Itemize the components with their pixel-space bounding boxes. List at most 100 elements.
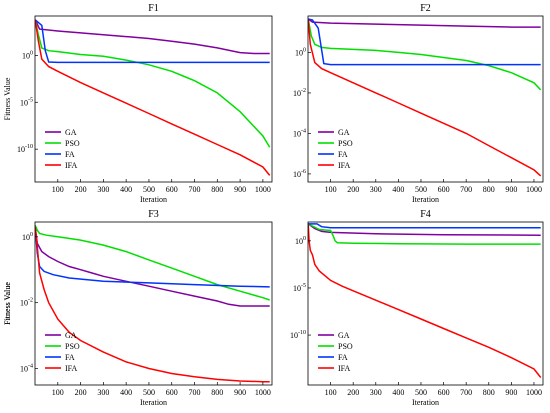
y-tick-label: 10-5 xyxy=(293,283,306,293)
x-tick-label: 800 xyxy=(211,388,223,397)
x-tick-label: 400 xyxy=(120,388,132,397)
x-tick-label: 100 xyxy=(52,388,64,397)
plot-frame xyxy=(307,221,544,386)
x-tick-label: 600 xyxy=(438,388,450,397)
y-tick-label: 10-4 xyxy=(293,128,306,138)
series-line-ga xyxy=(35,19,270,55)
x-tick-label: 400 xyxy=(392,185,404,194)
x-tick-label: 700 xyxy=(460,185,472,194)
series-line-ga xyxy=(308,223,541,236)
x-tick-label: 800 xyxy=(483,185,495,194)
series-line-pso xyxy=(308,18,542,91)
legend-label-ifa: IFA xyxy=(65,161,78,170)
x-tick-label: 600 xyxy=(438,185,450,194)
y-tick-label: 100 xyxy=(295,47,306,57)
legend-label-ifa: IFA xyxy=(65,364,78,373)
x-tick-label: 900 xyxy=(234,388,246,397)
x-tick-label: 500 xyxy=(415,388,427,397)
chart-title: F3 xyxy=(148,209,159,220)
series-line-fa xyxy=(35,226,270,288)
series-line-ga xyxy=(308,18,541,28)
panel-f4: 100 200 300 400 500 600 700 800 900 1000 100 10-5 10… xyxy=(3,209,544,407)
x-tick-label: 700 xyxy=(189,388,201,397)
y-axis-label: Fitness Value xyxy=(3,282,12,325)
legend-label-pso: PSO xyxy=(338,139,353,148)
legend-label-ifa: IFA xyxy=(338,161,351,170)
x-tick-label: 1000 xyxy=(526,185,542,194)
x-tick-label: 400 xyxy=(392,388,404,397)
x-tick-label: 300 xyxy=(97,185,109,194)
series-line-ifa xyxy=(35,226,270,383)
x-tick-label: 100 xyxy=(325,185,337,194)
x-tick-label: 500 xyxy=(143,185,155,194)
chart-title: F2 xyxy=(420,3,431,14)
x-axis-label: Iteration xyxy=(412,398,439,407)
x-tick-label: 600 xyxy=(166,185,178,194)
x-tick-label: 500 xyxy=(415,185,427,194)
x-axis-label: Iteration xyxy=(140,195,167,204)
x-axis-label: Iteration xyxy=(140,398,167,407)
x-tick-label: 500 xyxy=(143,388,155,397)
series-line-fa xyxy=(308,223,541,229)
y-tick-label: 100 xyxy=(295,236,306,246)
panel-f1: 100 200 300 400 500 600 700 800 900 1000 100 10-5 10… xyxy=(3,3,273,204)
panel-f3: 100 200 300 400 500 600 700 800 900 1000 100 10-2 10… xyxy=(3,209,273,407)
x-tick-label: 900 xyxy=(234,185,246,194)
x-axis-label: Iteration xyxy=(412,195,439,204)
legend-label-pso: PSO xyxy=(65,342,80,351)
series-line-fa xyxy=(308,18,541,66)
chart-title: F4 xyxy=(420,209,431,220)
y-tick-label: 10-4 xyxy=(20,364,33,374)
x-tick-label: 300 xyxy=(370,388,382,397)
x-tick-label: 200 xyxy=(75,185,87,194)
chart-title: F1 xyxy=(148,3,159,14)
x-tick-label: 100 xyxy=(52,185,64,194)
series-line-pso xyxy=(308,223,541,245)
x-tick-label: 800 xyxy=(211,185,223,194)
x-tick-label: 900 xyxy=(505,185,517,194)
plot-frame xyxy=(34,15,273,183)
x-tick-label: 700 xyxy=(189,185,201,194)
y-tick-label: 10-2 xyxy=(293,88,306,98)
series-line-ifa xyxy=(308,223,542,378)
plot-frame xyxy=(307,15,544,183)
y-tick-label: 10-10 xyxy=(290,330,306,340)
y-tick-label: 10-5 xyxy=(20,97,33,107)
panel-f2: 100 200 300 400 500 600 700 800 900 1000 100 10-2 10… xyxy=(293,3,544,204)
series-line-ifa xyxy=(308,18,542,177)
legend-label-ga: GA xyxy=(65,331,77,340)
plot-frame xyxy=(34,221,273,386)
y-axis-label: Fitness Value xyxy=(3,282,12,325)
y-tick-label: 10-2 xyxy=(20,298,33,308)
legend-label-fa: FA xyxy=(65,150,75,159)
legend-label-fa: FA xyxy=(338,353,348,362)
y-tick-label: 100 xyxy=(22,50,33,60)
series-line-ifa xyxy=(35,19,271,176)
x-tick-label: 800 xyxy=(483,388,495,397)
x-tick-label: 1000 xyxy=(255,185,271,194)
y-axis-label: Fitness Value xyxy=(3,77,12,120)
x-tick-label: 300 xyxy=(370,185,382,194)
y-tick-label: 10-6 xyxy=(293,169,306,179)
x-tick-label: 300 xyxy=(97,388,109,397)
legend-label-pso: PSO xyxy=(65,139,80,148)
legend-label-ga: GA xyxy=(338,331,350,340)
x-tick-label: 700 xyxy=(460,388,472,397)
legend-label-pso: PSO xyxy=(338,342,353,351)
x-tick-label: 900 xyxy=(505,388,517,397)
legend-label-ga: GA xyxy=(338,128,350,137)
legend-label-ga: GA xyxy=(65,128,77,137)
y-tick-label: 10-10 xyxy=(17,144,33,154)
x-tick-label: 1000 xyxy=(255,388,271,397)
x-tick-label: 200 xyxy=(75,388,87,397)
legend-label-ifa: IFA xyxy=(338,364,351,373)
y-tick-label: 100 xyxy=(22,232,33,242)
legend-label-fa: FA xyxy=(65,353,75,362)
x-tick-label: 400 xyxy=(120,185,132,194)
x-tick-label: 200 xyxy=(347,388,359,397)
series-line-ga xyxy=(35,226,270,307)
x-tick-label: 600 xyxy=(166,388,178,397)
legend-label-fa: FA xyxy=(338,150,348,159)
series-line-pso xyxy=(35,225,270,301)
